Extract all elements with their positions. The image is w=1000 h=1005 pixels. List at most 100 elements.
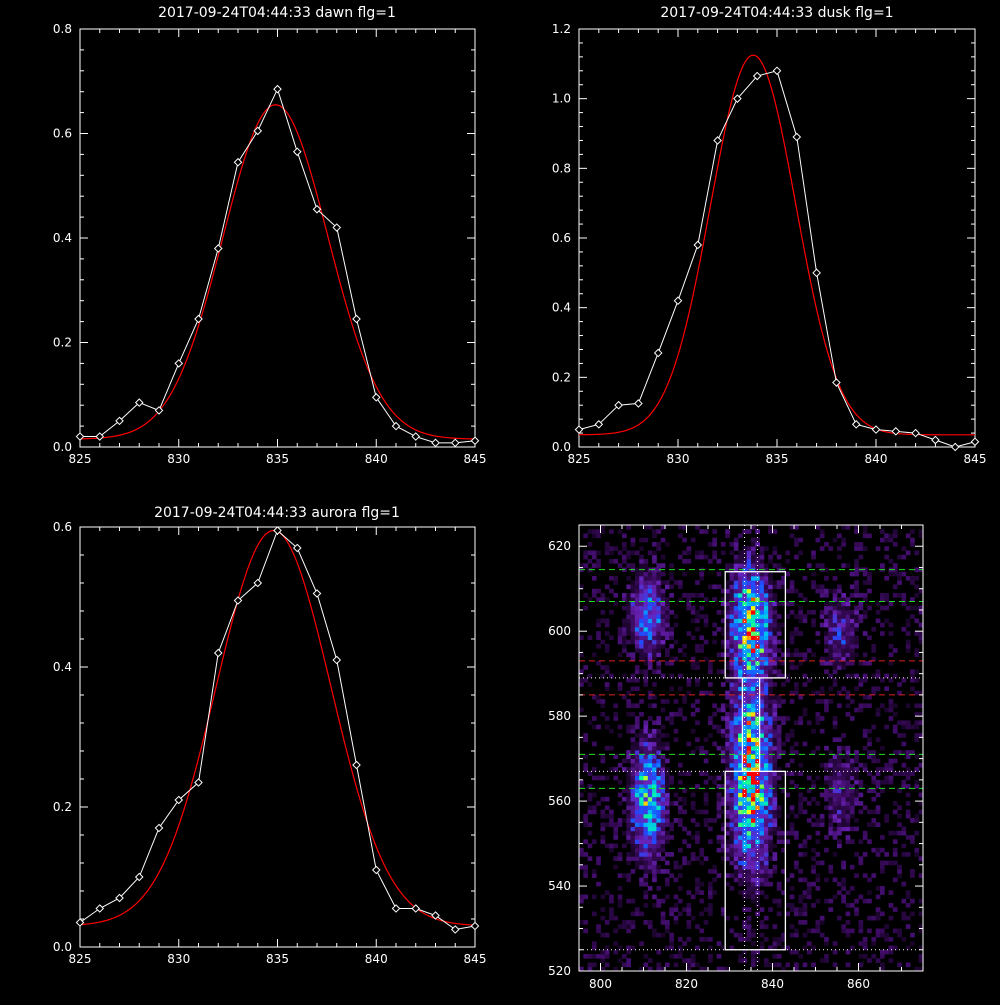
image-pixel xyxy=(759,860,765,866)
image-pixel xyxy=(871,754,877,760)
image-pixel xyxy=(880,563,885,568)
image-pixel xyxy=(604,648,610,653)
image-pixel xyxy=(798,877,803,883)
image-pixel xyxy=(729,677,735,683)
image-pixel xyxy=(892,852,898,857)
image-pixel xyxy=(789,932,795,938)
image-pixel xyxy=(862,546,868,551)
image-pixel xyxy=(755,652,760,658)
image-pixel xyxy=(720,843,726,849)
image-pixel xyxy=(811,779,816,785)
image-pixel xyxy=(755,754,760,760)
image-pixel xyxy=(708,954,713,959)
image-pixel xyxy=(682,652,687,658)
image-pixel xyxy=(656,788,662,793)
image-pixel xyxy=(841,860,846,866)
image-pixel xyxy=(626,677,631,683)
image-pixel xyxy=(647,694,653,700)
image-pixel xyxy=(832,631,838,636)
image-pixel xyxy=(746,767,752,772)
x-tick-label: 830 xyxy=(667,452,690,466)
image-pixel xyxy=(918,762,924,768)
image-pixel xyxy=(862,614,868,619)
image-pixel xyxy=(609,558,614,564)
image-pixel xyxy=(759,890,765,895)
image-pixel xyxy=(845,597,851,602)
image-pixel xyxy=(914,677,920,683)
image-pixel xyxy=(660,767,666,772)
image-pixel xyxy=(768,682,773,687)
image-pixel xyxy=(768,720,773,726)
image-pixel xyxy=(910,686,915,692)
image-pixel xyxy=(781,750,786,755)
image-pixel xyxy=(892,928,898,934)
image-pixel xyxy=(742,584,748,590)
image-pixel xyxy=(656,529,662,534)
image-pixel xyxy=(583,733,588,738)
image-pixel xyxy=(858,924,864,929)
image-pixel xyxy=(617,779,623,785)
image-pixel xyxy=(725,856,730,861)
image-pixel xyxy=(794,614,799,619)
image-pixel xyxy=(785,677,791,683)
image-pixel xyxy=(867,822,872,827)
image-pixel xyxy=(824,779,829,785)
image-pixel xyxy=(828,546,834,551)
image-pixel xyxy=(634,618,640,624)
image-pixel xyxy=(832,767,838,772)
image-pixel xyxy=(751,643,756,649)
image-pixel xyxy=(849,652,855,658)
image-pixel xyxy=(828,809,834,815)
image-pixel xyxy=(746,716,752,721)
image-pixel xyxy=(763,575,769,581)
image-pixel xyxy=(665,771,670,777)
image-pixel xyxy=(772,694,778,700)
image-pixel xyxy=(729,741,735,747)
image-pixel xyxy=(712,724,717,730)
image-pixel xyxy=(755,660,760,666)
image-pixel xyxy=(673,622,679,628)
image-pixel xyxy=(643,660,649,666)
image-pixel xyxy=(845,703,851,709)
image-pixel xyxy=(729,809,735,815)
image-pixel xyxy=(583,818,588,823)
image-pixel xyxy=(772,775,778,781)
image-pixel xyxy=(622,558,627,564)
image-pixel xyxy=(725,788,730,793)
image-pixel xyxy=(742,809,748,815)
image-pixel xyxy=(613,835,619,840)
image-pixel xyxy=(733,873,739,878)
image-pixel xyxy=(733,669,739,675)
image-pixel xyxy=(609,911,614,917)
image-pixel xyxy=(768,733,773,738)
image-pixel xyxy=(806,894,812,900)
y-tick-label: 1.0 xyxy=(552,92,571,106)
image-pixel xyxy=(905,924,911,929)
image-pixel xyxy=(849,864,855,870)
image-pixel xyxy=(733,707,739,713)
image-pixel xyxy=(781,890,786,895)
image-pixel xyxy=(794,962,799,968)
image-pixel xyxy=(647,758,653,764)
image-pixel xyxy=(604,805,610,810)
image-pixel xyxy=(772,745,778,751)
image-pixel xyxy=(875,673,881,679)
image-pixel xyxy=(798,920,803,925)
image-pixel xyxy=(604,597,610,602)
image-pixel xyxy=(665,580,670,585)
image-pixel xyxy=(708,733,713,738)
image-pixel xyxy=(759,622,765,628)
image-pixel xyxy=(871,779,877,785)
image-pixel xyxy=(677,762,683,768)
image-pixel xyxy=(862,673,868,679)
image-pixel xyxy=(849,886,855,891)
image-pixel xyxy=(587,796,593,802)
image-pixel xyxy=(647,966,653,972)
image-pixel xyxy=(652,669,657,675)
image-pixel xyxy=(652,703,657,709)
data-point xyxy=(213,244,223,253)
image-pixel xyxy=(647,754,653,760)
image-pixel xyxy=(901,762,907,768)
image-pixel xyxy=(630,622,636,628)
image-pixel xyxy=(647,809,653,815)
